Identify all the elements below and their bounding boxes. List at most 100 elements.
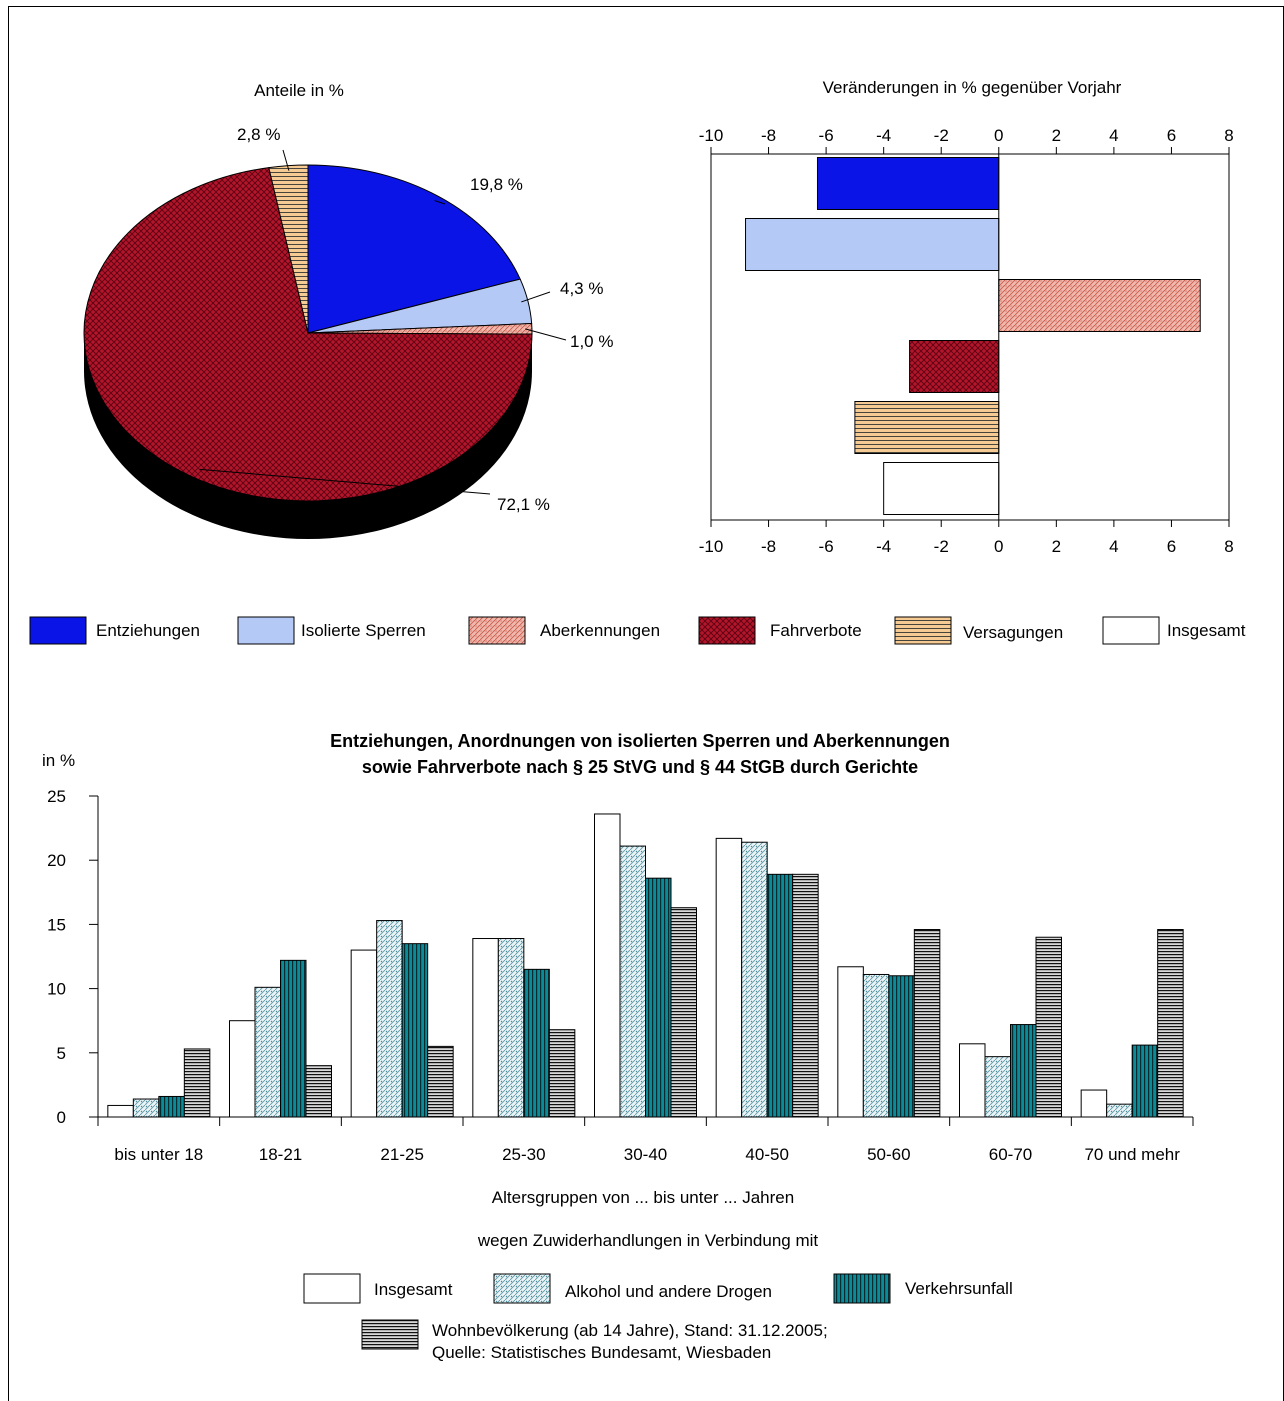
bar-alkohol — [619, 845, 646, 1118]
x-tick-label: 25-30 — [502, 1145, 545, 1164]
legend-label: Fahrverbote — [770, 621, 862, 640]
legend-swatch — [833, 1273, 891, 1304]
change-bars: -10 -10 -8 -8 -6 -6 -4 -4 -2 -2 0 0 2 2 4 4 6 6 8 8 — [699, 126, 1234, 556]
pie-side — [84, 333, 532, 539]
legend-label: Alkohol und andere Drogen — [565, 1282, 772, 1301]
legend-top: Entziehungen Isolierte Sperren Aberkennung… — [29, 616, 1246, 645]
x-axis-label: Altersgruppen von ... bis unter ... Jahr… — [492, 1188, 794, 1207]
bar-verkehrsunfall — [888, 975, 915, 1118]
bar-alkohol — [862, 973, 890, 1118]
x-tick-label-top: -8 — [761, 126, 776, 145]
bar-wohnbevoelkerung — [548, 1029, 576, 1118]
x-tick-label-bottom: -6 — [819, 537, 834, 556]
legend-swatch — [361, 1319, 419, 1350]
x-tick-label: 21-25 — [380, 1145, 423, 1164]
bar-alkohol — [132, 1098, 160, 1118]
x-tick-label: 60-70 — [989, 1145, 1032, 1164]
change-chart-title: Veränderungen in % gegenüber Vorjahr — [823, 78, 1122, 97]
pie-value-label: 19,8 % — [470, 175, 523, 194]
bar-verkehrsunfall — [401, 943, 429, 1118]
age-bar-chart: Entziehungen, Anordnungen von isolierten… — [42, 731, 1194, 1362]
x-tick-label-top: 8 — [1224, 126, 1233, 145]
source-note: Quelle: Statistisches Bundesamt, Wiesbad… — [432, 1343, 771, 1362]
bar-verkehrsunfall — [1131, 1044, 1159, 1118]
bar-wohnbevoelkerung — [792, 873, 819, 1118]
pie-value-label: 72,1 % — [497, 495, 550, 514]
pie-chart: Anteile in % 19,8 % 4,3 % 1,0 % 72,1 % 2,8 % — [83, 81, 613, 539]
bar-alkohol — [1106, 1103, 1133, 1118]
bar-insgesamt — [837, 966, 864, 1118]
age-bars: 0 5 10 15 20 25 bis unter 18 18-21 21-25 25-30 30-… — [47, 787, 1194, 1164]
pie-slices: 19,8 % 4,3 % 1,0 % 72,1 % 2,8 % — [83, 125, 613, 539]
age-chart-title-line1: Entziehungen, Anordnungen von isolierten… — [330, 731, 950, 751]
x-tick-label: 70 und mehr — [1084, 1145, 1180, 1164]
bar-wohnbevoelkerung — [1035, 936, 1062, 1118]
x-tick-label-bottom: 6 — [1167, 537, 1176, 556]
change-bar-versagungen — [854, 401, 1000, 454]
legend-label: Insgesamt — [1167, 621, 1246, 640]
bar-verkehrsunfall — [280, 959, 307, 1118]
y-tick-label: 20 — [47, 851, 66, 870]
y-tick-label: 10 — [47, 980, 66, 999]
bar-insgesamt — [594, 813, 621, 1118]
x-tick-label-top: 0 — [994, 126, 1003, 145]
pie-leader-line — [282, 149, 290, 171]
bar-wohnbevoelkerung — [183, 1048, 211, 1118]
x-tick-label-bottom: 0 — [994, 537, 1003, 556]
bar-alkohol — [376, 920, 403, 1118]
bar-insgesamt — [472, 938, 499, 1118]
x-tick-label-top: -10 — [699, 126, 724, 145]
bar-wohnbevoelkerung — [305, 1065, 332, 1118]
bar-verkehrsunfall — [158, 1095, 185, 1118]
x-tick-label-bottom: 8 — [1224, 537, 1233, 556]
x-tick-label-bottom: 2 — [1052, 537, 1061, 556]
bar-insgesamt — [959, 1043, 986, 1118]
legend-label: Wohnbevölkerung (ab 14 Jahre), Stand: 31… — [432, 1321, 828, 1340]
bar-verkehrsunfall — [1010, 1024, 1037, 1118]
bar-verkehrsunfall — [523, 968, 550, 1118]
y-axis-label: in % — [42, 751, 75, 770]
change-bar-chart: Veränderungen in % gegenüber Vorjahr -10… — [699, 78, 1234, 556]
bar-insgesamt — [107, 1104, 134, 1118]
legend-label: Isolierte Sperren — [301, 621, 426, 640]
bar-alkohol — [254, 986, 281, 1118]
legend-label: Aberkennungen — [540, 621, 660, 640]
change-bar-fahrverbote — [909, 340, 1000, 393]
bar-verkehrsunfall — [766, 873, 794, 1118]
bar-wohnbevoelkerung — [913, 929, 941, 1118]
x-tick-label-bottom: -10 — [699, 537, 724, 556]
legend-swatch — [493, 1273, 551, 1304]
x-tick-label-top: 4 — [1109, 126, 1118, 145]
y-tick-label: 15 — [47, 915, 66, 934]
y-tick-label: 0 — [57, 1108, 66, 1127]
bar-alkohol — [984, 1056, 1011, 1118]
x-tick-label-bottom: -4 — [876, 537, 891, 556]
pie-leader-line — [434, 200, 446, 205]
x-tick-label: 18-21 — [259, 1145, 302, 1164]
x-tick-label: 40-50 — [745, 1145, 788, 1164]
legend-swatch — [237, 616, 295, 645]
bar-alkohol — [741, 841, 768, 1118]
legend-swatch — [1102, 616, 1160, 645]
x-tick-label-top: 2 — [1052, 126, 1061, 145]
change-bar-isolierte-sperren — [745, 218, 1000, 271]
y-tick-label: 25 — [47, 787, 66, 806]
pie-slice-versagungen — [268, 164, 309, 334]
legend-bottom: Insgesamt Alkohol und andere Drogen Verkeh… — [303, 1273, 1013, 1350]
x-tick-label: 30-40 — [624, 1145, 667, 1164]
pie-value-label: 1,0 % — [570, 332, 613, 351]
bar-verkehrsunfall — [645, 877, 672, 1118]
age-chart-subtitle: wegen Zuwiderhandlungen in Verbindung mi… — [477, 1231, 819, 1250]
pie-leader-line — [525, 328, 567, 341]
x-tick-label-top: 6 — [1167, 126, 1176, 145]
legend-label: Verkehrsunfall — [905, 1279, 1013, 1298]
legend-label: Entziehungen — [96, 621, 200, 640]
bar-insgesamt — [715, 837, 743, 1118]
legend-swatch — [303, 1273, 361, 1304]
x-tick-label-bottom: 4 — [1109, 537, 1118, 556]
y-tick-label: 5 — [57, 1044, 66, 1063]
pie-value-label: 2,8 % — [237, 125, 280, 144]
change-bar-aberkennungen — [998, 279, 1201, 332]
change-bar-insgesamt — [883, 462, 1000, 515]
